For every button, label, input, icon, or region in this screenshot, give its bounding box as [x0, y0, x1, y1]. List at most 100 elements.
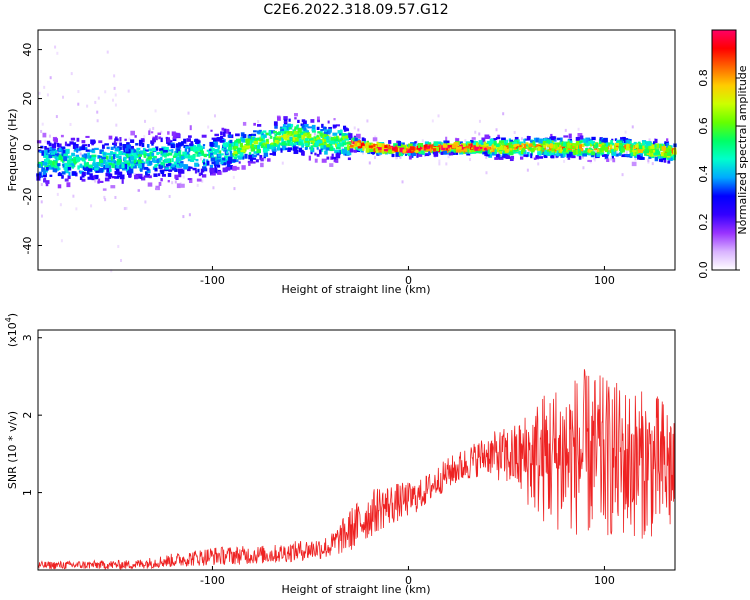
spectrogram-cell — [567, 138, 573, 142]
spectrogram-cell — [577, 132, 583, 137]
spectrogram-cell — [123, 165, 127, 168]
spectrogram-cell — [591, 136, 596, 141]
spectrogram-cell — [505, 155, 511, 159]
spectrogram-cell — [469, 149, 472, 153]
spectrogram-cell — [114, 142, 117, 147]
spectrogram-cell — [256, 124, 262, 127]
spectrogram-cell — [551, 147, 555, 152]
spectrogram-cell — [274, 137, 279, 140]
spectrogram-cell — [223, 158, 229, 163]
spectrogram-cell — [356, 142, 360, 147]
spectrogram-cell — [666, 138, 669, 142]
spectrogram-cell — [668, 148, 671, 153]
spectrogram-cell — [260, 133, 265, 137]
spectrogram-cell — [260, 135, 266, 140]
spectrogram-cell — [356, 133, 361, 139]
spectrogram-cell — [443, 140, 447, 145]
spectrogram-cell — [138, 173, 143, 179]
spectrogram-cell — [97, 163, 101, 167]
spectrogram-cell — [293, 131, 298, 135]
spectrogram-cell — [408, 155, 412, 160]
spectrogram-cell — [179, 163, 184, 168]
spectrogram-cell — [57, 163, 61, 167]
spectrogram-cell — [104, 163, 110, 168]
spectrogram-cell — [601, 142, 605, 146]
spectrogram-speckle — [40, 214, 43, 218]
spectrogram-cell — [270, 135, 273, 139]
spectrogram-cell — [490, 148, 496, 153]
spectrogram-cell — [342, 142, 347, 146]
spectrogram-cell — [597, 148, 603, 153]
spectrogram-speckle — [366, 119, 369, 123]
spectrogram-cell — [332, 147, 336, 151]
spectrogram-cell — [589, 142, 593, 147]
spectrogram-cell — [48, 165, 52, 170]
spectrogram-cell — [347, 133, 353, 138]
spectrogram-speckle — [537, 162, 540, 166]
spectrogram-cell — [425, 144, 428, 149]
spectrogram-cell — [571, 155, 576, 159]
spectrogram-cell — [648, 156, 652, 159]
spectrogram-cell — [606, 158, 610, 163]
spectrogram-cell — [322, 126, 326, 130]
spectrogram-cell — [613, 144, 617, 150]
colorbar-label: Normalized spectral amplitude — [736, 65, 749, 234]
spectrogram-cell — [326, 140, 331, 143]
spectrogram-cell — [308, 138, 314, 142]
spectrogram-cell — [62, 163, 66, 168]
spectrogram-cell — [54, 165, 58, 171]
spectrogram-cell — [119, 137, 122, 142]
spectrogram-speckle — [232, 175, 235, 179]
spectrogram-cell — [281, 140, 286, 146]
spectrogram-cell — [464, 143, 469, 146]
spectrogram-cell — [553, 144, 556, 148]
spectrogram-cell — [89, 155, 93, 161]
spectrogram-cell — [106, 146, 110, 150]
spectrogram-cell — [424, 153, 430, 157]
spectrogram-cell — [399, 147, 405, 153]
spectrogram-cell — [308, 133, 312, 139]
spectrogram-cell — [301, 140, 304, 146]
spectrogram-cell — [188, 166, 193, 169]
spectrogram-cell — [92, 158, 96, 164]
spectrogram-cell — [486, 154, 490, 157]
spectrogram-cell — [105, 152, 111, 156]
spectrogram-cell — [45, 180, 50, 184]
spectrogram-cell — [344, 127, 348, 132]
spectrogram-cell — [310, 150, 313, 155]
spectrogram-cell — [158, 181, 162, 186]
spectrogram-cell — [48, 154, 53, 159]
spectrogram-cell — [63, 156, 68, 162]
spectrogram-cell — [303, 132, 308, 137]
spectrogram-cell — [225, 152, 229, 156]
spectrogram-cell — [670, 157, 673, 162]
spectrogram-cell — [259, 138, 264, 142]
spectrogram-cell — [241, 165, 246, 170]
spectrogram-cell — [324, 150, 328, 155]
spectrogram-cell — [167, 131, 170, 135]
spectrogram-cell — [228, 131, 232, 135]
spectrogram-cell — [274, 125, 278, 129]
spectrogram-cell — [578, 150, 581, 154]
spectrogram-cell — [151, 152, 155, 156]
spectrogram-cell — [459, 149, 464, 152]
spectrogram-cell — [468, 143, 472, 146]
spectrogram-speckle — [281, 161, 284, 165]
spectrogram-cell — [549, 143, 553, 149]
spectrogram-cell — [355, 139, 361, 142]
spectrogram-cell — [262, 143, 266, 146]
spectrogram-cell — [131, 149, 134, 153]
spectrogram-cell — [82, 166, 88, 170]
spectrogram-cell — [328, 143, 333, 147]
spectrogram-cell — [380, 143, 385, 148]
spectrogram-cell — [186, 155, 191, 159]
spectrogram-speckle — [313, 132, 316, 136]
spectrogram-cell — [81, 140, 86, 144]
spectrogram-cell — [149, 151, 153, 156]
spectrogram-cell — [299, 131, 305, 134]
spectrogram-cell — [323, 129, 328, 132]
spectrogram-cell — [227, 147, 233, 151]
spectrogram-cell — [212, 138, 218, 143]
spectrogram-cell — [328, 126, 332, 131]
spectrogram-cell — [604, 153, 609, 159]
